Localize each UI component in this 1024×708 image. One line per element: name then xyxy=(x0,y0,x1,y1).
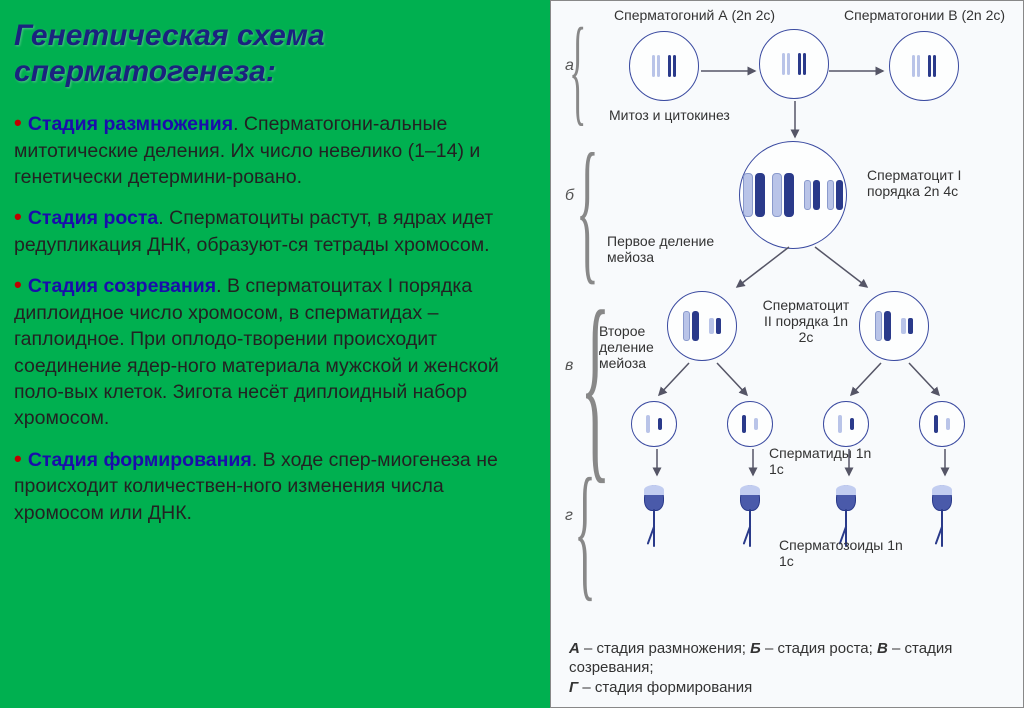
arrow-icon xyxy=(741,447,765,481)
arrow-icon xyxy=(651,359,697,401)
stage-letter-b: б xyxy=(565,187,574,205)
stage-4: • Стадия формирования. В ходе спер-миоге… xyxy=(14,444,536,526)
brace-icon: { xyxy=(580,265,610,506)
stage-name: Стадия роста xyxy=(28,207,158,229)
stage-3: • Стадия созревания. В сперматоцитах I п… xyxy=(14,270,536,431)
arrow-icon xyxy=(807,243,877,293)
bullet-icon: • xyxy=(14,204,28,229)
legend-key-b: Б xyxy=(750,640,761,657)
label-sc1: Сперматоцит I порядка 2n 4c xyxy=(867,167,1007,199)
legend-key-g: Г xyxy=(569,679,578,696)
legend-text-a: – стадия размножения; xyxy=(580,640,750,657)
label-spermatogonia-b: Сперматогонии В (2n 2c) xyxy=(844,7,1005,23)
label-mitosis: Митоз и цитокинез xyxy=(609,107,730,123)
cell-spermatozoon xyxy=(643,485,665,545)
label-spermatogonia-a: Сперматогоний А (2n 2c) xyxy=(614,7,775,23)
cell-spermatogonium xyxy=(629,31,699,101)
label-sc2: Сперматоцит II порядка 1n 2c xyxy=(759,297,853,345)
text-panel: Генетическая схема сперматогенеза: • Ста… xyxy=(0,0,550,708)
stage-text: . В сперматоцитах I порядка диплоидное ч… xyxy=(14,275,499,429)
stage-name: Стадия созревания xyxy=(28,275,216,297)
bullet-icon: • xyxy=(14,446,28,471)
cell-spermatid xyxy=(823,401,869,447)
cell-spermatozoon xyxy=(931,485,953,545)
arrow-icon xyxy=(933,447,957,481)
cell-secondary-spermatocyte xyxy=(859,291,929,361)
main-title: Генетическая схема сперматогенеза: xyxy=(14,18,536,90)
arrow-icon xyxy=(901,359,947,401)
stage-letter-g: г xyxy=(565,507,573,525)
diagram-area: Сперматогоний А (2n 2c) Сперматогонии В … xyxy=(559,7,1015,701)
arrow-icon xyxy=(837,447,861,481)
cell-spermatogonium xyxy=(889,31,959,101)
arrow-icon xyxy=(645,447,669,481)
diagram-panel: Сперматогоний А (2n 2c) Сперматогонии В … xyxy=(550,0,1024,708)
arrow-icon xyxy=(729,243,799,293)
legend-text-g: – стадия формирования xyxy=(578,679,752,696)
arrow-icon xyxy=(843,359,889,401)
arrow-icon xyxy=(779,99,811,143)
stage-name: Стадия формирования xyxy=(28,449,252,471)
label-meiosis1: Первое деление мейоза xyxy=(607,233,727,265)
brace-icon: { xyxy=(574,445,596,617)
bullet-icon: • xyxy=(14,272,28,297)
arrow-icon xyxy=(709,359,755,401)
arrow-icon xyxy=(699,57,761,87)
label-spermatozoa: Сперматозоиды 1n 1c xyxy=(779,537,919,569)
stage-1: • Стадия размножения. Сперматогони-альны… xyxy=(14,108,536,190)
cell-spermatid xyxy=(919,401,965,447)
arrow-icon xyxy=(827,57,889,87)
stage-letter-v: в xyxy=(565,357,573,375)
cell-spermatid xyxy=(727,401,773,447)
label-spermatids: Сперматиды 1n 1c xyxy=(769,445,889,477)
stage-letter-a: a xyxy=(565,57,574,75)
cell-spermatid xyxy=(631,401,677,447)
bullet-icon: • xyxy=(14,110,28,135)
cell-spermatozoon xyxy=(835,485,857,545)
cell-secondary-spermatocyte xyxy=(667,291,737,361)
cell-primary-spermatocyte xyxy=(739,141,847,249)
legend-key-a: А xyxy=(569,640,580,657)
cell-spermatozoon xyxy=(739,485,761,545)
legend: А – стадия размножения; Б – стадия роста… xyxy=(569,639,1007,698)
legend-key-v: В xyxy=(877,640,888,657)
stage-2: • Стадия роста. Сперматоциты растут, в я… xyxy=(14,202,536,258)
legend-text-b: – стадия роста; xyxy=(761,640,877,657)
stage-name: Стадия размножения xyxy=(28,113,233,135)
brace-icon: { xyxy=(576,117,599,302)
cell-spermatogonium xyxy=(759,29,829,99)
